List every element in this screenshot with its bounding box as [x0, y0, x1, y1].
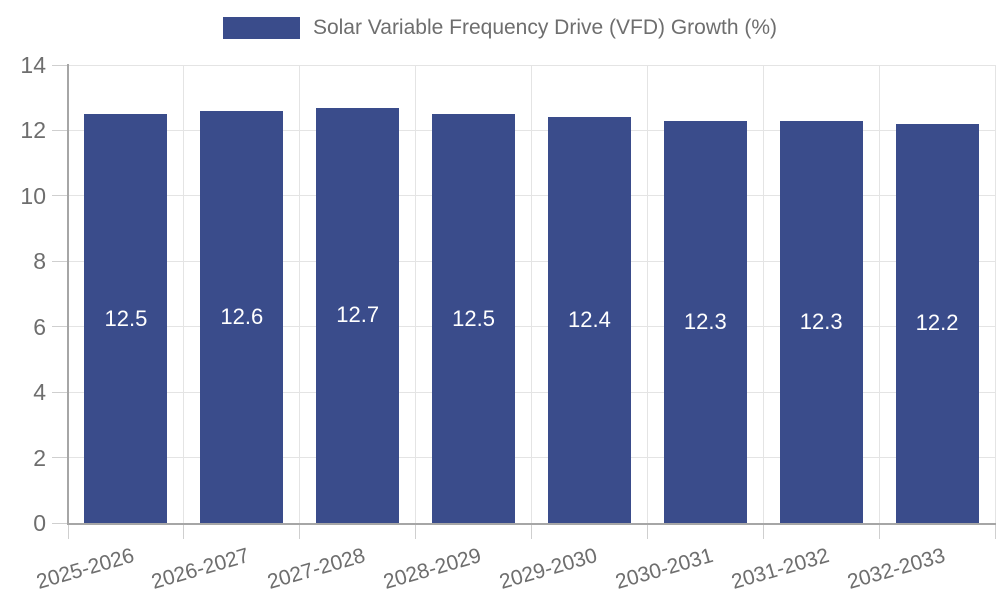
- y-axis-label: 12: [20, 117, 46, 144]
- gridline-vertical: [878, 65, 880, 523]
- bar[interactable]: [200, 110, 284, 523]
- bar[interactable]: [547, 117, 631, 523]
- y-axis-tick: [52, 129, 68, 131]
- x-axis-label: 2025-2026: [33, 544, 137, 594]
- x-axis-tick: [67, 523, 69, 539]
- gridline-vertical: [994, 65, 996, 523]
- y-axis-line: [67, 64, 69, 524]
- bar[interactable]: [84, 114, 168, 523]
- bar[interactable]: [779, 120, 863, 523]
- y-axis-tick: [52, 260, 68, 262]
- bar[interactable]: [895, 123, 979, 523]
- y-axis-label: 4: [33, 379, 46, 406]
- x-axis-tick: [994, 523, 996, 539]
- y-axis-label: 8: [33, 248, 46, 275]
- x-axis-label: 2026-2027: [149, 544, 253, 594]
- bar[interactable]: [316, 107, 400, 523]
- legend-item[interactable]: Solar Variable Frequency Drive (VFD) Gro…: [222, 16, 778, 40]
- x-axis-tick: [646, 523, 648, 539]
- gridline-vertical: [646, 65, 648, 523]
- x-axis-line: [67, 523, 996, 525]
- y-axis-tick: [52, 195, 68, 197]
- x-axis-tick: [531, 523, 532, 539]
- x-axis-label: 2031-2032: [728, 544, 832, 594]
- gridline-vertical: [531, 65, 532, 523]
- y-axis-label: 0: [33, 510, 46, 536]
- y-axis-label: 2: [33, 444, 46, 471]
- legend-label: Solar Variable Frequency Drive (VFD) Gro…: [312, 16, 778, 39]
- bar[interactable]: [663, 120, 747, 523]
- legend: Solar Variable Frequency Drive (VFD) Gro…: [0, 16, 1000, 40]
- x-axis-tick: [415, 523, 417, 539]
- x-axis-tick: [183, 523, 185, 539]
- x-axis-tick: [762, 523, 764, 539]
- gridline-vertical: [299, 65, 301, 523]
- y-axis-tick: [52, 64, 68, 66]
- gridline-vertical: [183, 65, 185, 523]
- y-axis-label: 14: [20, 52, 46, 78]
- y-axis-label: 10: [20, 182, 46, 209]
- gridline-vertical: [415, 65, 417, 523]
- x-axis-label: 2030-2031: [612, 544, 716, 594]
- y-axis-tick: [52, 457, 68, 459]
- x-axis-label: 2032-2033: [844, 544, 948, 594]
- x-axis-label: 2028-2029: [381, 544, 484, 594]
- x-axis-tick: [299, 523, 301, 539]
- legend-swatch-icon: [222, 17, 300, 39]
- y-axis-label: 6: [33, 313, 46, 340]
- x-axis-tick: [878, 523, 880, 539]
- x-axis-label: 2029-2030: [496, 544, 600, 594]
- y-axis-tick: [52, 391, 68, 393]
- x-axis-label: 2027-2028: [265, 544, 369, 594]
- bar[interactable]: [432, 114, 516, 523]
- gridline-vertical: [762, 65, 764, 523]
- y-axis-tick: [52, 522, 68, 524]
- y-axis-tick: [52, 326, 68, 328]
